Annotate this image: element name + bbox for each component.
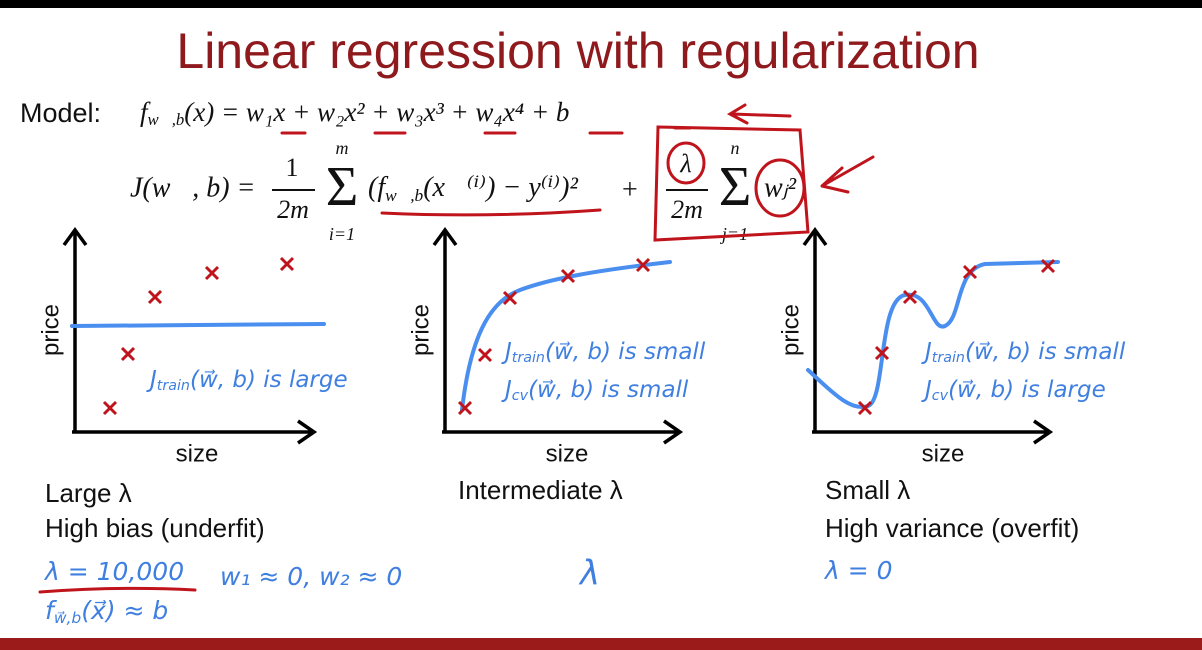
axes: [432, 227, 684, 445]
cost-lhs: J(w⃗, b) =: [130, 172, 255, 203]
underline: [380, 208, 602, 217]
weight: wⱼ²: [764, 172, 797, 203]
bottom-bar: [0, 638, 1202, 650]
axes: [802, 227, 1054, 445]
note-sub: cv: [932, 388, 949, 404]
axes: [62, 227, 318, 445]
note-sub: cv: [512, 388, 529, 404]
note: Jcv(w⃗, b) is small: [501, 377, 689, 405]
caption: Intermediate λ: [458, 475, 623, 505]
note: Jtrain(w⃗, b) is small: [921, 339, 1126, 367]
fraction-den: 2m: [277, 195, 309, 224]
arrow: [726, 103, 792, 125]
plot-overfit: price size Jtrain(w⃗, b) is small Jcv(w⃗…: [777, 227, 1126, 585]
term-rest: (x⃗⁽ⁱ⁾) − y⁽ⁱ⁾)²: [423, 172, 578, 203]
fraction-num: 1: [286, 153, 299, 182]
model-rest: (x) = w₁x + w₂x² + w₃x³ + w₄x⁴ + b: [184, 97, 569, 127]
cost-term: (fw⃗,b(x⃗⁽ⁱ⁾) − y⁽ⁱ⁾)²: [368, 172, 578, 205]
extra-note: fw⃗,b(x⃗) ≈ b: [45, 596, 168, 627]
note-rest: (w⃗, b) is small: [528, 377, 689, 403]
data-points: [457, 257, 651, 416]
model-formula: fw⃗,b(x) = w₁x + w₂x² + w₃x³ + w₄x⁴ + b: [140, 97, 569, 129]
underline: [38, 586, 197, 594]
cost-annotations: [380, 125, 875, 242]
fraction-num: λ: [679, 149, 691, 178]
x-label: size: [546, 440, 589, 467]
note-sub: train: [512, 350, 545, 366]
plot-justright: price size Jtrain(w⃗, b) is small Jcv(w⃗…: [407, 227, 706, 594]
caption: High bias (underfit): [45, 513, 265, 543]
sum-top: m: [336, 138, 349, 158]
data-points: [857, 258, 1056, 416]
sum-top: n: [731, 138, 740, 158]
caption: High variance (overfit): [825, 513, 1079, 543]
data-points: [102, 256, 295, 416]
caption: Small λ: [825, 475, 910, 505]
box: [653, 125, 810, 242]
note-j: J: [501, 377, 512, 403]
model-label: Model:: [20, 98, 101, 128]
note-j: J: [146, 367, 157, 393]
note: Jtrain(w⃗, b) is large: [146, 367, 348, 395]
extra-note: w₁ ≈ 0, w₂ ≈ 0: [220, 562, 402, 591]
extra-note: λ = 0: [823, 556, 893, 585]
sigma: Σ: [719, 156, 752, 218]
model-f: f: [140, 97, 151, 127]
sum-bottom: i=1: [329, 224, 355, 244]
x-label: size: [922, 440, 965, 467]
note-j: J: [501, 339, 512, 365]
note: Jtrain(w⃗, b) is small: [501, 339, 706, 367]
sum-bottom: j=1: [720, 224, 748, 244]
plus: +: [622, 174, 638, 205]
note-rest: (w⃗, b) is large: [948, 377, 1106, 403]
circle: [666, 141, 706, 185]
note: Jcv(w⃗, b) is large: [921, 377, 1106, 405]
extra-note: λ = 10,000: [43, 557, 184, 586]
y-label: price: [777, 304, 804, 356]
sigma: Σ: [326, 156, 359, 218]
extra-sub: w⃗,b: [54, 609, 82, 627]
note-sub: train: [932, 350, 965, 366]
caption: Large λ: [45, 478, 132, 508]
note-sub: train: [157, 378, 190, 394]
top-bar: [0, 0, 1202, 8]
term-sub: w⃗,b: [385, 186, 423, 205]
plot-underfit: price size Jtrain(w⃗, b) is large Large …: [37, 227, 402, 627]
note-rest: (w⃗, b) is small: [545, 339, 706, 365]
arrow: [820, 155, 875, 194]
fit-curve: [806, 260, 1060, 409]
fraction-den: 2m: [671, 195, 703, 224]
fit-curve: [70, 322, 326, 328]
extra-note: λ: [578, 554, 600, 594]
note-j: J: [921, 339, 932, 365]
extra-rest: (x⃗) ≈ b: [81, 596, 168, 625]
term-open: (f: [368, 172, 388, 203]
title: Linear regression with regularization: [176, 23, 979, 79]
note-rest: (w⃗, b) is small: [965, 339, 1126, 365]
fit-curve: [460, 260, 672, 412]
y-label: price: [37, 304, 64, 356]
model-sub: w⃗,b: [148, 110, 185, 129]
cost-formula: J(w⃗, b) = 1 2m m Σ i=1 (fw⃗,b(x⃗⁽ⁱ⁾) − …: [130, 138, 797, 244]
circle: [754, 158, 806, 218]
note-rest: (w⃗, b) is large: [190, 367, 348, 393]
x-label: size: [176, 440, 219, 467]
note-j: J: [921, 377, 932, 403]
y-label: price: [407, 304, 434, 356]
